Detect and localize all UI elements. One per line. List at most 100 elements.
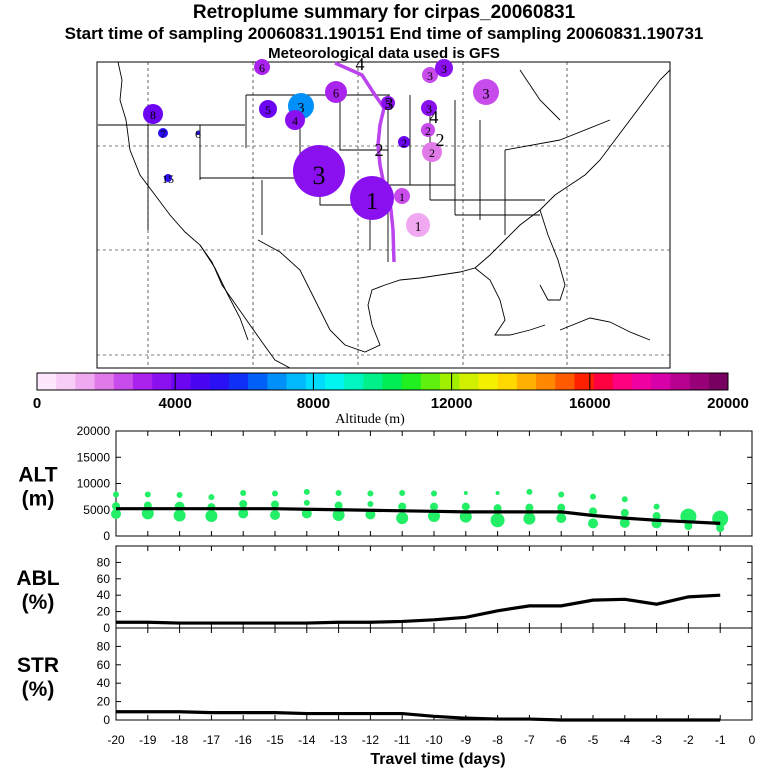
- panel-ylabel-unit: (%): [22, 591, 55, 614]
- altitude-dot: [589, 507, 597, 516]
- marker-label: 8: [150, 108, 156, 122]
- colorbar-segment: [632, 373, 652, 390]
- colorbar-segment: [382, 373, 402, 390]
- colorbar-segment: [670, 373, 690, 390]
- marker-circle: [473, 79, 499, 105]
- marker-circle: [394, 188, 410, 204]
- marker-circle: [398, 136, 410, 148]
- marker-circle: [196, 131, 200, 135]
- series-line: [116, 507, 721, 525]
- x-tick-label: -20: [107, 733, 125, 747]
- altitude-dot: [495, 490, 500, 495]
- altitude-dot: [653, 503, 660, 510]
- altitude-dot: [588, 518, 598, 529]
- y-tick-label: 80: [97, 639, 111, 653]
- altitude-dot: [398, 502, 407, 511]
- marker-label: 15: [162, 172, 174, 186]
- marker-label: 7: [160, 127, 166, 141]
- altitude-dot: [525, 503, 534, 512]
- altitude-dot: [173, 509, 186, 522]
- marker-label: 1: [399, 190, 405, 204]
- y-tick-label: 60: [97, 572, 111, 586]
- colorbar-tick-label: 16000: [569, 395, 611, 412]
- panel-ylabel-unit: (m): [22, 488, 55, 511]
- panel-ylabel-unit: (%): [22, 678, 55, 701]
- colorbar-segment: [401, 373, 422, 390]
- x-tick-label: 0: [749, 733, 756, 747]
- colorbar-segment: [171, 373, 191, 390]
- x-tick-label: -10: [425, 733, 443, 747]
- altitude-dot: [365, 509, 376, 520]
- colorbar-tick-label: 20000: [707, 395, 749, 412]
- y-tick-label: 40: [97, 588, 111, 602]
- x-tick-label: -16: [235, 733, 253, 747]
- colorbar-segment: [459, 373, 479, 390]
- x-tick-label: -13: [330, 733, 348, 747]
- x-tick-label: -6: [556, 733, 567, 747]
- colorbar-segment: [324, 373, 345, 390]
- marker-circle: [293, 145, 345, 197]
- colorbar-tick-label: 8000: [297, 395, 330, 412]
- altitude-dot: [367, 500, 374, 507]
- marker-circle: [381, 96, 395, 110]
- colorbar-segment: [113, 373, 134, 390]
- marker-label: 1: [366, 188, 378, 215]
- time-series-panels: 05000100001500020000ALT(m)020406080ABL(%…: [16, 424, 755, 768]
- marker-circle: [421, 123, 435, 137]
- y-tick-label: 15000: [77, 450, 111, 464]
- marker-label: 4: [292, 114, 298, 128]
- altitude-dot: [367, 490, 374, 497]
- marker-circle: [406, 213, 430, 237]
- altitude-dot: [652, 512, 661, 521]
- marker-label: 3: [426, 102, 432, 116]
- colorbar-segment: [420, 373, 441, 390]
- panel-ylabel: STR: [17, 654, 59, 677]
- colorbar-segment: [593, 373, 614, 390]
- y-tick-label: 20: [97, 605, 111, 619]
- altitude-dot: [526, 488, 533, 495]
- trajectory-line: [334, 61, 396, 263]
- colorbar-segment: [228, 373, 249, 390]
- colorbar-segment: [190, 373, 211, 390]
- x-tick-label: -14: [298, 733, 316, 747]
- colorbar-segment: [152, 373, 172, 390]
- marker-circle: [158, 128, 168, 138]
- series-line: [116, 710, 721, 722]
- altitude-dot: [301, 508, 312, 519]
- altitude-dot: [303, 488, 310, 495]
- altitude-dot: [556, 513, 567, 524]
- altitude-dot: [621, 496, 628, 503]
- marker-circle: [435, 59, 453, 77]
- marker-label: 6: [195, 127, 201, 141]
- y-tick-label: 5000: [83, 503, 110, 517]
- colorbar-segment: [94, 373, 115, 390]
- colorbar-segment: [267, 373, 287, 390]
- panel-alt: 0 5000 10000 15000 20000 ALT(m): [18, 424, 753, 543]
- altitude-dot: [620, 508, 629, 517]
- altitude-dot: [493, 504, 502, 513]
- y-tick-label: 80: [97, 555, 111, 569]
- colorbar-segment: [478, 373, 498, 390]
- marker-circle: [143, 104, 163, 124]
- y-tick-label: 60: [97, 658, 111, 672]
- marker-label: 3: [297, 101, 304, 117]
- colorbar-segment: [708, 373, 729, 390]
- x-axis-label: Travel time (days): [370, 751, 505, 768]
- altitude-dot: [431, 490, 437, 497]
- altitude-dot: [396, 512, 409, 525]
- altitude-dot: [205, 510, 218, 523]
- x-tick-label: -11: [394, 733, 411, 747]
- marker-circle: [325, 81, 347, 103]
- x-tick-label: -19: [139, 733, 157, 747]
- y-tick-label: 0: [103, 621, 110, 635]
- colorbar-tick-label: 12000: [431, 395, 473, 412]
- panel-frame: [115, 627, 753, 721]
- altitude-dot: [271, 500, 279, 509]
- marker-label: 2: [429, 146, 435, 160]
- altitude-colorbar: 0 4000 8000 12000 16000 20000: [33, 372, 749, 412]
- met-data-note: Meteorological data used is GFS: [268, 45, 500, 62]
